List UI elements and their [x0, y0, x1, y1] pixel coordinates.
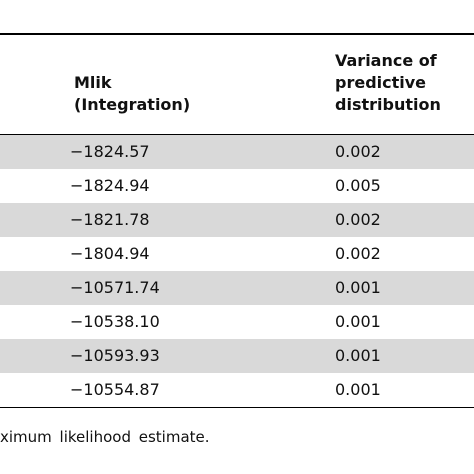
table-row: −10554.87 0.001 [0, 373, 474, 407]
table-header-rule [0, 134, 474, 135]
header-mlik: Mlik (Integration) [74, 72, 190, 116]
mlik-cell: −1824.94 [70, 176, 150, 195]
table-top-rule [0, 33, 474, 35]
variance-cell: 0.005 [335, 176, 381, 195]
mlik-cell: −1824.57 [70, 142, 150, 161]
table-row: −1824.94 0.005 [0, 169, 474, 203]
header-variance-line2: predictive [335, 73, 427, 92]
variance-cell: 0.002 [335, 244, 381, 263]
table-bottom-rule [0, 407, 474, 408]
variance-cell: 0.001 [335, 380, 381, 399]
variance-cell: 0.002 [335, 210, 381, 229]
mlik-cell: −1804.94 [70, 244, 150, 263]
mlik-cell: −10554.87 [70, 380, 160, 399]
table-body: −1824.57 0.002 −1824.94 0.005 −1821.78 0… [0, 135, 474, 407]
header-mlik-line1: Mlik [74, 73, 112, 92]
header-variance: Variance of predictive distribution [335, 50, 441, 116]
mlik-cell: −10571.74 [70, 278, 160, 297]
header-variance-line3: distribution [335, 95, 441, 114]
mlik-cell: −10538.10 [70, 312, 160, 331]
header-variance-line1: Variance of [335, 51, 437, 70]
variance-cell: 0.001 [335, 278, 381, 297]
table-row: −10571.74 0.001 [0, 271, 474, 305]
header-mlik-line2: (Integration) [74, 95, 191, 114]
table-row: −1804.94 0.002 [0, 237, 474, 271]
mlik-cell: −1821.78 [70, 210, 150, 229]
table-header: Mlik (Integration) Variance of predictiv… [0, 36, 474, 134]
table-row: −1824.57 0.002 [0, 135, 474, 169]
table-row: −1821.78 0.002 [0, 203, 474, 237]
variance-cell: 0.001 [335, 346, 381, 365]
table-row: −10538.10 0.001 [0, 305, 474, 339]
variance-cell: 0.002 [335, 142, 381, 161]
table-row: −10593.93 0.001 [0, 339, 474, 373]
table-footnote: ximum likelihood estimate. [0, 428, 210, 446]
variance-cell: 0.001 [335, 312, 381, 331]
mlik-cell: −10593.93 [70, 346, 160, 365]
